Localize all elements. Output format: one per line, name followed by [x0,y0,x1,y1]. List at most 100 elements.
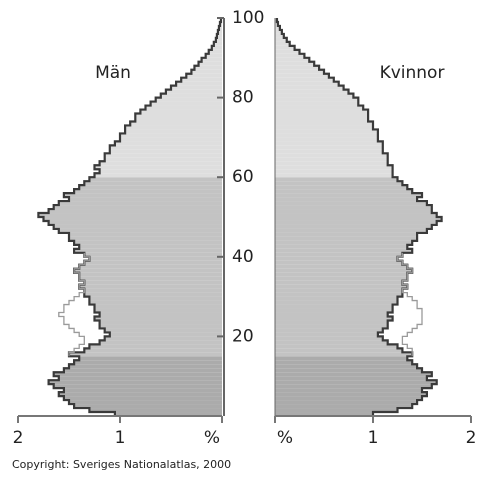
bar [217,29,222,34]
bar [275,65,320,70]
bar [53,224,223,229]
bar [275,380,437,385]
bar [89,256,223,261]
bar [58,392,222,397]
bar [99,312,222,317]
bar [275,25,280,30]
bar [69,236,222,241]
bar [63,368,223,373]
bar [275,33,284,38]
bar [48,209,222,214]
bar [275,272,408,277]
bar [48,380,222,385]
bar [84,181,222,186]
bar [275,408,398,413]
bar [208,49,222,54]
bar [275,344,398,349]
x-tick-label: 1 [368,428,379,448]
footer: Copyright: Sveriges Nationalatlas, 2000 [12,458,231,471]
bar [275,165,393,170]
bar [53,384,223,389]
bar [84,252,222,257]
bar [275,45,295,50]
bar [275,248,413,253]
bar [275,113,369,118]
bar [99,161,222,166]
bar [38,213,223,217]
bar [171,85,222,90]
bar [275,157,388,162]
bar [58,376,222,381]
bar [114,412,222,416]
bar [275,224,432,229]
bar [275,296,398,301]
bar [79,276,222,281]
bar [89,296,223,301]
bar [63,193,223,198]
bar [275,316,393,321]
bar [74,404,222,409]
bar [84,288,222,293]
comparison-line [396,252,423,357]
bar [109,332,222,337]
bar [58,201,222,206]
bar [275,93,354,98]
bar [120,137,222,142]
bar [275,205,432,210]
bar [89,408,223,413]
bar [275,384,432,389]
bar [275,228,427,233]
bar [125,125,222,130]
bar [275,137,378,142]
bar [94,304,222,309]
bar [84,348,222,353]
y-tick-label: 20 [232,326,254,346]
bar [275,292,403,297]
bar [120,133,222,138]
x-tick-label: 2 [13,428,24,448]
bar [140,109,222,114]
bar [275,133,378,138]
bar [275,81,339,86]
bar [74,268,222,273]
bar [275,193,422,198]
bar [84,280,222,285]
bar [69,232,222,237]
bar [275,252,403,257]
bar [275,240,413,245]
bar [275,372,432,377]
bar [275,388,422,393]
bar [79,284,222,289]
bar [275,153,388,158]
bar [135,113,222,118]
bar [99,324,222,329]
bar [275,352,413,357]
bar [275,300,398,305]
bar [275,173,393,178]
bar [275,332,378,337]
bar [275,213,437,217]
bar [275,125,373,130]
bar [216,33,222,38]
bar [275,209,432,214]
bar [165,89,222,94]
bar [275,117,369,122]
bar [275,189,413,194]
bar [79,356,222,361]
bar [275,288,403,293]
bar [275,256,398,261]
bar [114,141,222,146]
bar [275,364,418,369]
bar [194,65,222,70]
bar [160,93,222,98]
bar [275,89,349,94]
bar [275,328,383,333]
bar [79,244,222,249]
bar [275,264,408,269]
bar [275,404,413,409]
bar [275,340,388,345]
bar [275,197,418,202]
series-label: Kvinnor [380,63,445,83]
bar [275,220,437,225]
